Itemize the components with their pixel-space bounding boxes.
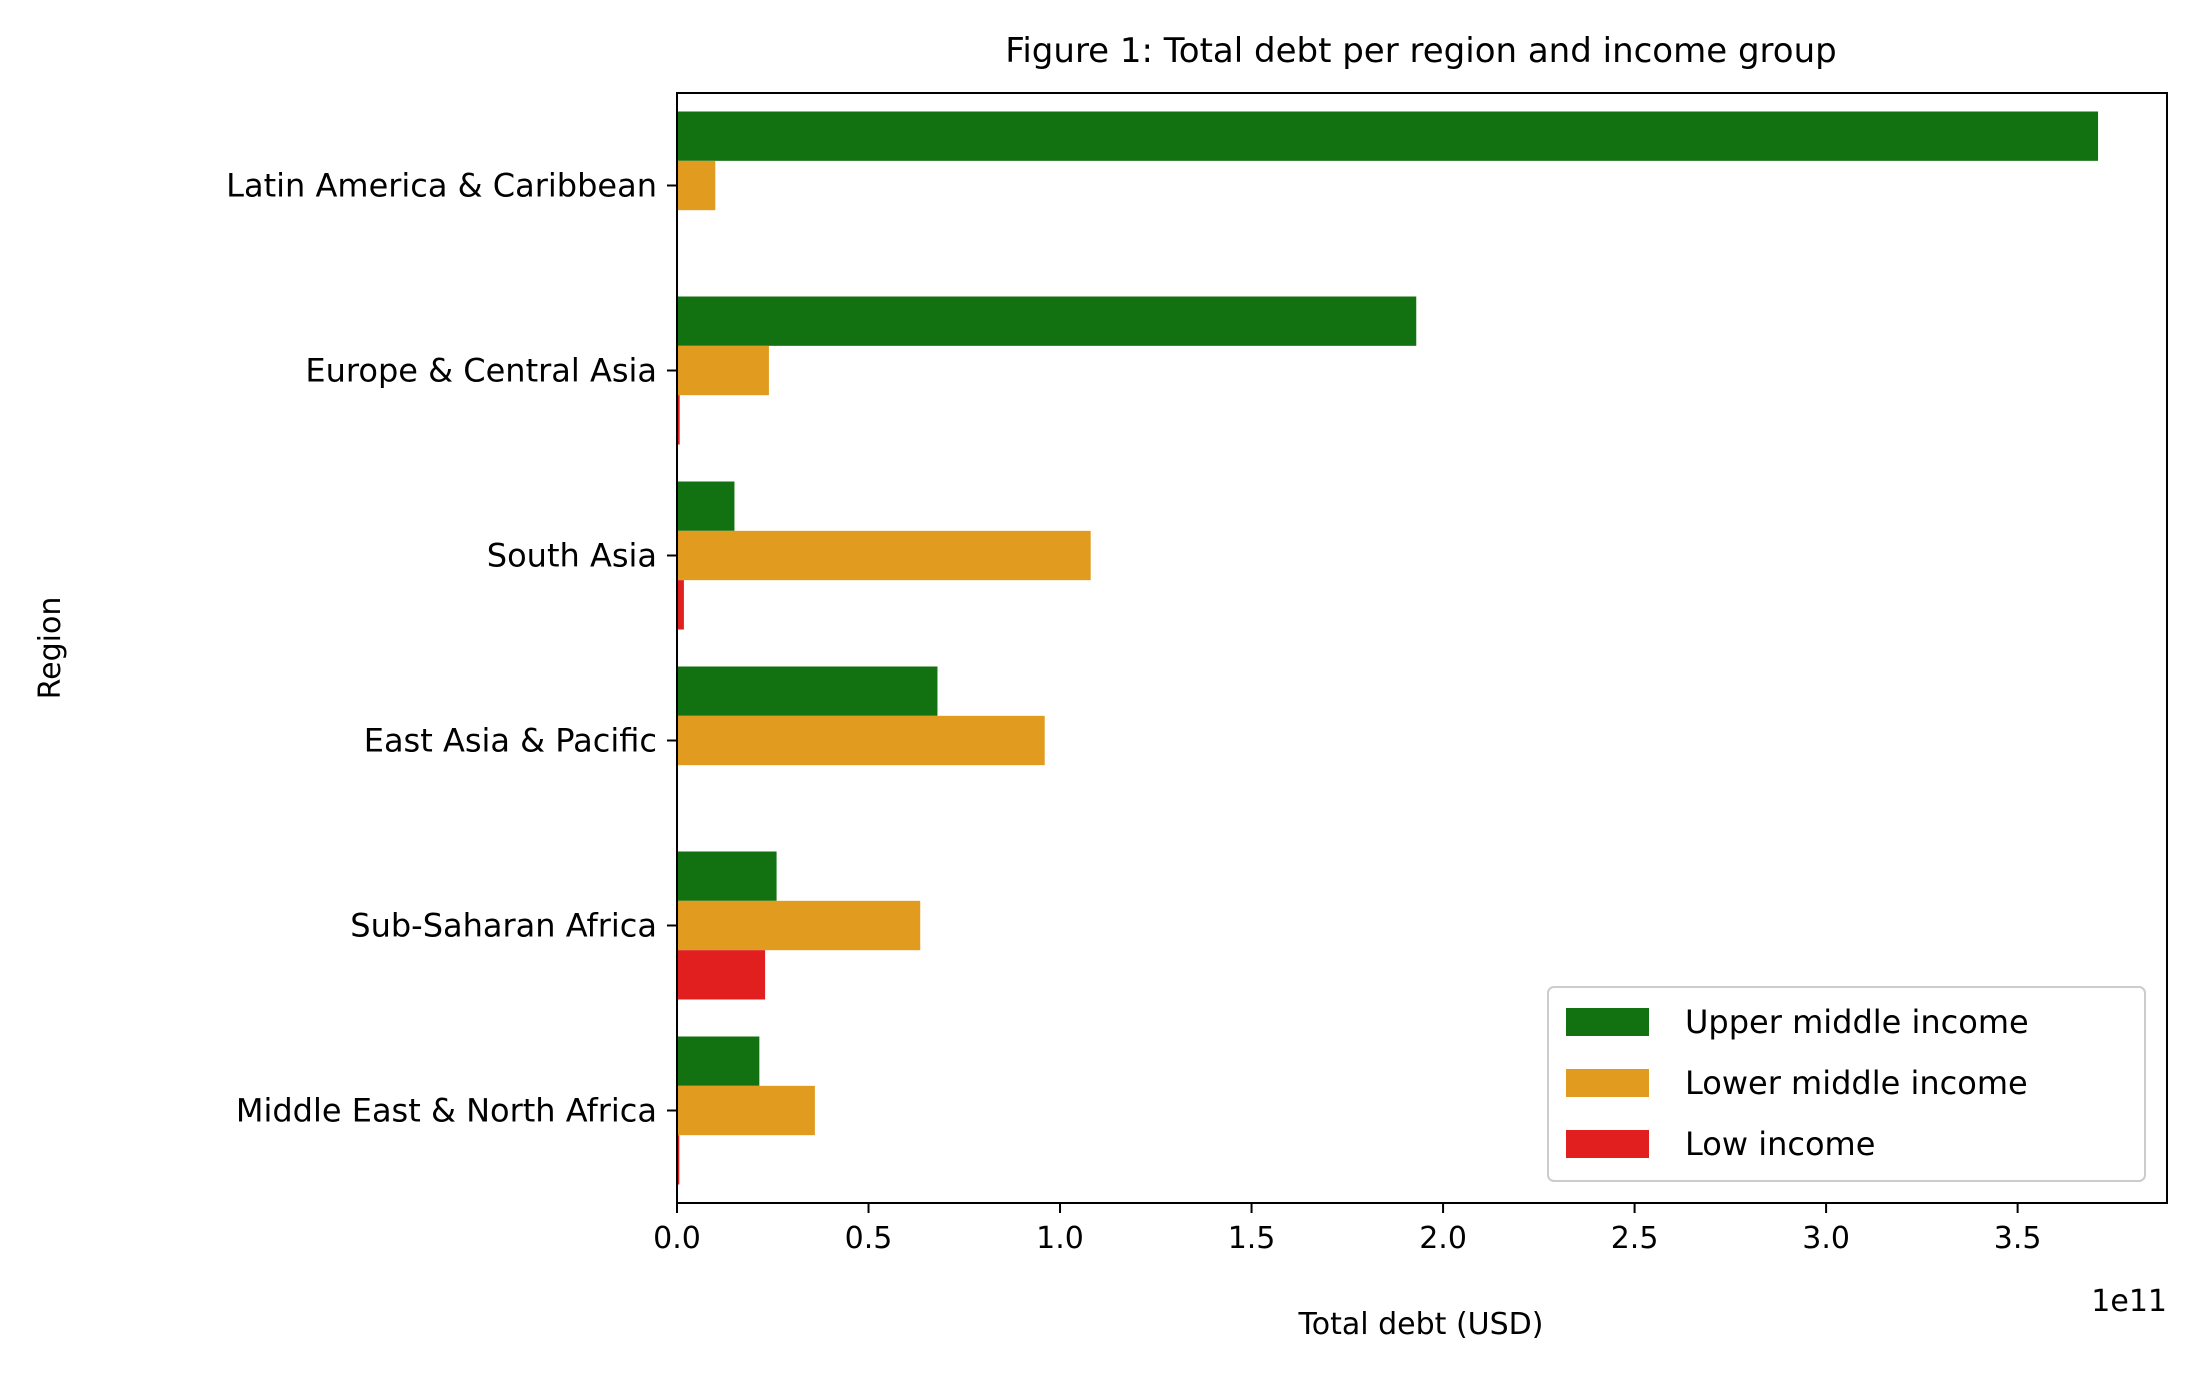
bar-south-asia-low-income xyxy=(677,580,684,630)
y-tick-label: Latin America & Caribbean xyxy=(226,167,657,205)
legend: Upper middle income Lower middle income Lo… xyxy=(1547,986,2146,1182)
bar-europe-central-asia-upper-middle-income xyxy=(677,296,1417,346)
legend-swatch-lower-middle-income xyxy=(1566,1069,1649,1097)
bar-sub-saharan-africa-upper-middle-income xyxy=(677,851,777,901)
y-axis-ticks: Latin America & Caribbean Europe & Centra… xyxy=(226,167,677,1130)
x-axis-ticks: 0.0 0.5 1.0 1.5 2.0 2.5 3.0 3.5 xyxy=(653,1203,2041,1256)
x-tick-label: 0.0 xyxy=(653,1221,701,1256)
legend-frame xyxy=(1547,986,2146,1182)
x-tick-label: 1.0 xyxy=(1036,1221,1084,1256)
bar-east-asia-pacific-upper-middle-income xyxy=(677,666,938,716)
bar-south-asia-lower-middle-income xyxy=(677,530,1091,581)
bar-sub-saharan-africa-low-income xyxy=(677,950,766,1000)
bar-europe-central-asia-low-income xyxy=(677,395,680,445)
y-tick-label: Europe & Central Asia xyxy=(305,352,657,390)
legend-swatch-upper-middle-income xyxy=(1566,1008,1649,1036)
bar-middle-east-north-africa-low-income xyxy=(677,1135,680,1185)
x-tick-label: 3.0 xyxy=(1802,1221,1850,1256)
y-tick-label: Middle East & North Africa xyxy=(236,1092,657,1130)
x-axis-offset-label: 1e11 xyxy=(2091,1284,2167,1319)
bar-east-asia-pacific-lower-middle-income xyxy=(677,715,1045,766)
x-tick-label: 3.5 xyxy=(1994,1221,2042,1256)
y-tick-label: Sub-Saharan Africa xyxy=(350,907,657,945)
legend-label-upper-middle-income: Upper middle income xyxy=(1685,1003,2029,1041)
bar-south-asia-upper-middle-income xyxy=(677,481,735,531)
bar-latin-america-caribbean-upper-middle-income xyxy=(677,111,2099,161)
bar-middle-east-north-africa-upper-middle-income xyxy=(677,1036,760,1086)
bars xyxy=(677,111,2099,1185)
bar-middle-east-north-africa-lower-middle-income xyxy=(677,1085,815,1136)
legend-label-low-income: Low income xyxy=(1685,1125,1875,1163)
y-tick-label: South Asia xyxy=(487,537,657,575)
legend-label-lower-middle-income: Lower middle income xyxy=(1685,1064,2028,1102)
x-axis-label: Total debt (USD) xyxy=(1298,1307,1544,1342)
y-axis-label: Region xyxy=(33,597,68,700)
y-tick-label: East Asia & Pacific xyxy=(364,722,657,760)
bar-latin-america-caribbean-lower-middle-income xyxy=(677,160,716,211)
x-tick-label: 2.0 xyxy=(1419,1221,1467,1256)
x-tick-label: 2.5 xyxy=(1611,1221,1659,1256)
plot-frame xyxy=(676,92,2168,1204)
x-tick-label: 1.5 xyxy=(1228,1221,1276,1256)
chart-title: Figure 1: Total debt per region and inco… xyxy=(1005,31,1836,71)
bar-europe-central-asia-lower-middle-income xyxy=(677,345,769,396)
bar-sub-saharan-africa-lower-middle-income xyxy=(677,900,921,951)
legend-swatch-low-income xyxy=(1566,1130,1649,1158)
x-tick-label: 0.5 xyxy=(845,1221,893,1256)
